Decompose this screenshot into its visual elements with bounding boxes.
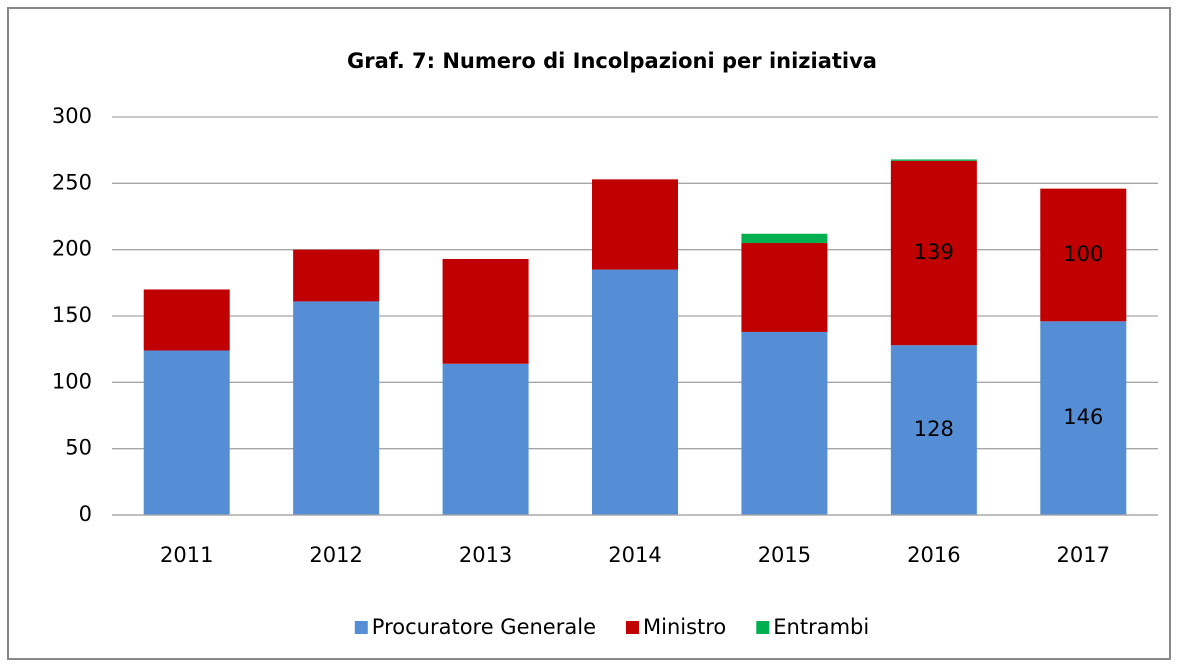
legend-label: Procuratore Generale [372, 615, 596, 639]
x-tick-label: 2012 [309, 543, 362, 567]
bar-segment [293, 249, 380, 302]
y-tick-label: 0 [79, 502, 92, 526]
y-tick-label: 300 [52, 104, 92, 128]
bar-segment [741, 243, 828, 332]
bar-segment [143, 350, 230, 515]
bar-segment [890, 345, 977, 515]
legend-swatch [354, 621, 368, 634]
bar-segment [890, 160, 977, 346]
x-tick-label: 2013 [459, 543, 512, 567]
legend-label: Entrambi [773, 615, 869, 639]
data-label: 100 [1063, 242, 1103, 266]
x-tick-label: 2014 [608, 543, 661, 567]
y-tick-label: 50 [65, 436, 92, 460]
y-tick-label: 150 [52, 303, 92, 327]
x-tick-label: 2016 [907, 543, 960, 567]
y-tick-label: 250 [52, 170, 92, 194]
bar-segment [1040, 188, 1127, 322]
data-label: 139 [914, 240, 954, 264]
y-tick-label: 100 [52, 369, 92, 393]
bar-segment [442, 258, 529, 364]
data-label: 146 [1063, 405, 1103, 429]
bar-segment [741, 233, 828, 244]
x-tick-label: 2011 [160, 543, 213, 567]
data-label: 128 [914, 417, 954, 441]
bar-segment [143, 289, 230, 351]
chart-title: Graf. 7: Numero di Incolpazioni per iniz… [347, 49, 877, 73]
y-tick-label: 200 [52, 237, 92, 261]
bar-segment [592, 179, 678, 270]
x-tick-label: 2015 [758, 543, 811, 567]
bar-segment [592, 269, 678, 515]
bar-segment [890, 159, 977, 161]
bar-segment [741, 331, 828, 515]
bar-segment [1040, 321, 1127, 515]
x-tick-label: 2017 [1057, 543, 1110, 567]
bar-segment [442, 363, 529, 515]
legend-swatch [625, 621, 639, 634]
legend-label: Ministro [643, 615, 726, 639]
legend-swatch [756, 621, 770, 634]
bar-segment [293, 301, 380, 515]
